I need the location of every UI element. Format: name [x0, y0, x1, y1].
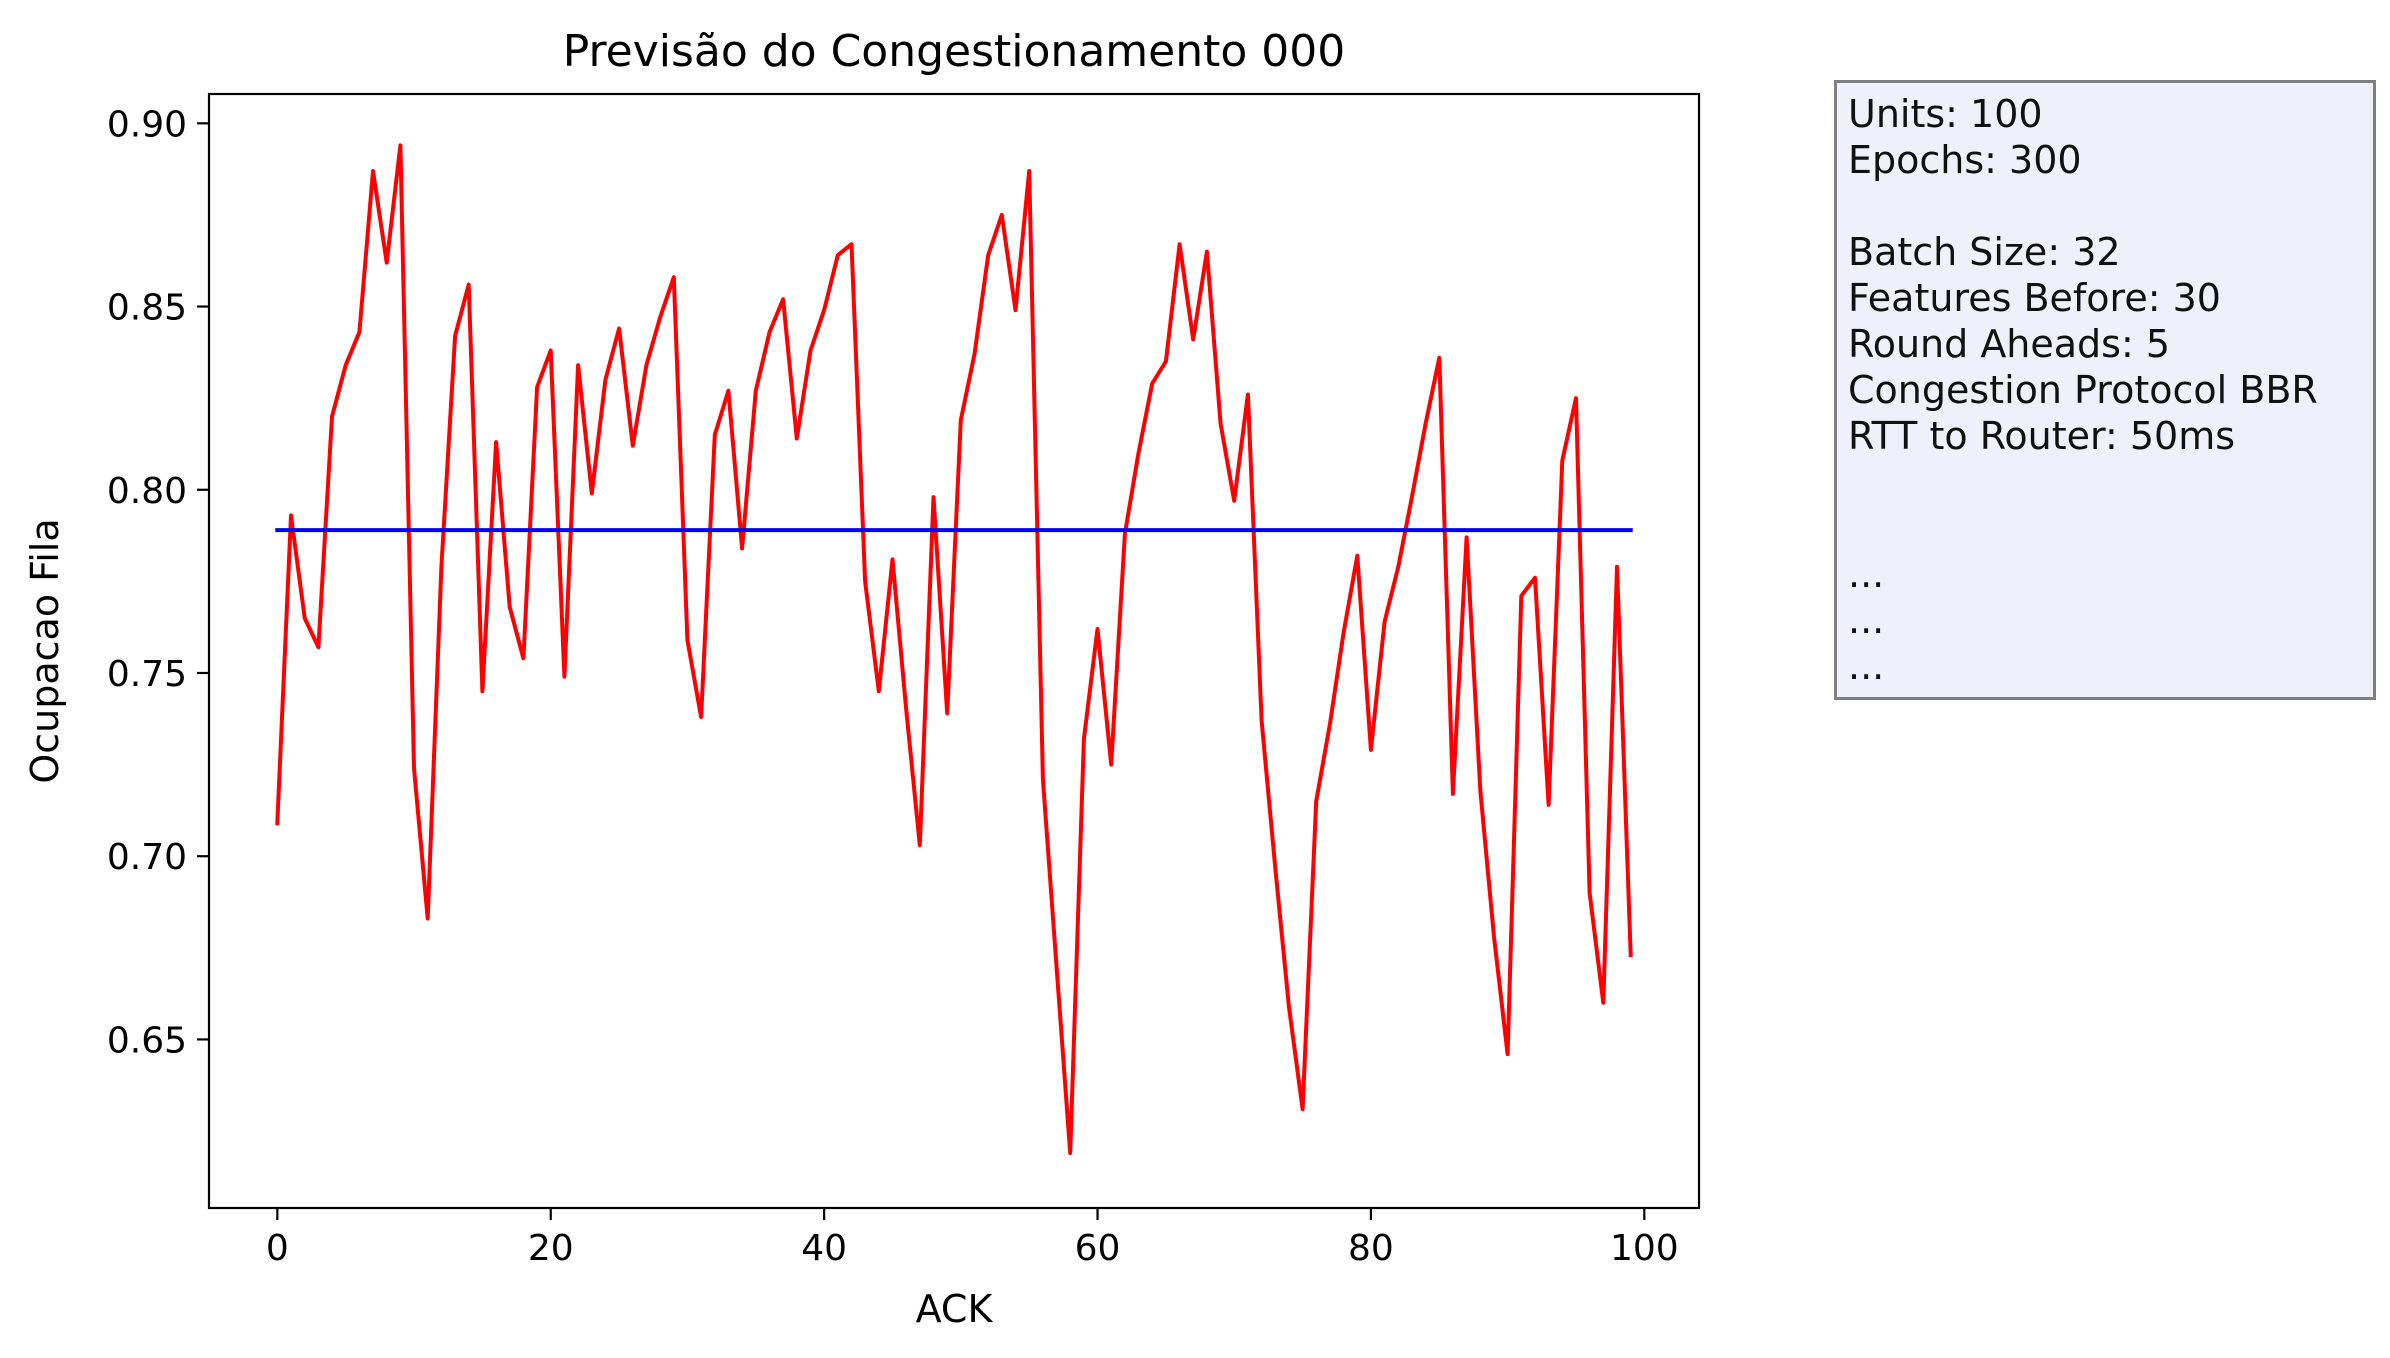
- plot-lines: [275, 143, 1633, 1155]
- info-line: Batch Size: 32: [1848, 230, 2121, 274]
- info-line: Units: 100: [1848, 92, 2043, 136]
- model-info-box: Units: 100 Epochs: 300 Batch Size: 32 Featu…: [1834, 80, 2376, 700]
- info-line: Features Before: 30: [1848, 276, 2221, 320]
- x-tick-label: 20: [528, 1228, 574, 1269]
- info-line: ...: [1848, 598, 1885, 642]
- x-tick-label: 40: [801, 1228, 847, 1269]
- info-line: ...: [1848, 644, 1885, 688]
- info-line: [1848, 459, 2373, 505]
- info-line: Congestion Protocol BBR: [1848, 368, 2318, 412]
- x-tick-label: 0: [266, 1228, 289, 1269]
- y-tick-label: 0.90: [107, 104, 187, 145]
- chart: 0 20 40 60 80 100 0.65 0.70 0.75 0.80 0.85 0.90 Pre…: [0, 0, 1780, 1358]
- y-tick-label: 0.80: [107, 471, 187, 512]
- plot-background: [0, 0, 1780, 1358]
- chart-title: Previsão do Congestionamento 000: [563, 26, 1346, 77]
- x-tick-label: 100: [1610, 1228, 1679, 1269]
- info-line: RTT to Router: 50ms: [1848, 414, 2236, 458]
- plot-frame: [207, 92, 1701, 1210]
- y-tick-label: 0.70: [107, 837, 187, 878]
- info-line: [1848, 505, 2373, 551]
- info-line: Epochs: 300: [1848, 138, 2082, 182]
- y-tick-label: 0.75: [107, 654, 187, 695]
- x-tick-label: 80: [1348, 1228, 1394, 1269]
- x-tick-label: 60: [1075, 1228, 1121, 1269]
- y-axis-label: Ocupacao Fila: [23, 518, 67, 783]
- axis-ticks: 0 20 40 60 80 100 0.65 0.70 0.75 0.80 0.85 0.90: [107, 104, 1679, 1269]
- info-line: Round Aheads: 5: [1848, 322, 2171, 366]
- y-tick-label: 0.85: [107, 288, 187, 329]
- info-line: [1848, 183, 2373, 229]
- y-tick-label: 0.65: [107, 1020, 187, 1061]
- x-axis-label: ACK: [916, 1287, 994, 1331]
- info-line: ...: [1848, 552, 1885, 596]
